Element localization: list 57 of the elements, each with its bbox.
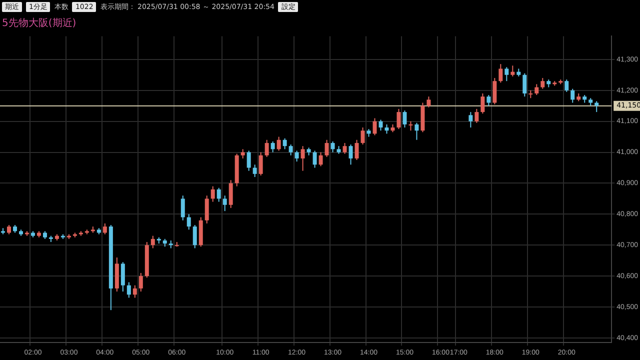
candlestick (414, 122, 419, 140)
candlestick (564, 79, 569, 92)
candlestick (594, 100, 599, 113)
candlestick (540, 77, 545, 90)
candlestick (402, 110, 407, 128)
candlestick (474, 108, 479, 124)
candlestick (186, 214, 191, 230)
candlestick (150, 235, 155, 249)
candlestick (330, 140, 335, 153)
candlestick (408, 120, 413, 132)
candlestick (324, 139, 329, 158)
candlestick (252, 164, 257, 178)
candlestick (534, 84, 539, 96)
candlestick (300, 146, 305, 172)
candlestick (498, 64, 503, 84)
candlestick (354, 139, 359, 160)
candlestick (132, 284, 137, 298)
candlestick (204, 195, 209, 224)
candlestick (396, 108, 401, 130)
candlestick (372, 118, 377, 136)
candlestick (312, 150, 317, 168)
candlestick (378, 119, 383, 132)
candlestick (570, 88, 575, 104)
candlestick (192, 224, 197, 249)
candlestick (282, 138, 287, 150)
candlestick (426, 96, 431, 108)
candlestick (258, 152, 263, 176)
candlestick (126, 282, 131, 298)
candlestick (270, 140, 275, 153)
candlestick (342, 142, 347, 154)
candlestick (288, 144, 293, 156)
candlestick (180, 195, 185, 221)
candlestick (6, 224, 11, 235)
candlestick (222, 195, 227, 212)
candlestick (102, 222, 107, 235)
candlestick (276, 136, 281, 152)
chart-title: 5先物大阪(期近) (2, 18, 76, 29)
candlestick (318, 152, 323, 167)
candlestick (384, 124, 389, 134)
candlestick (486, 94, 491, 106)
candlestick (216, 187, 221, 202)
candlestick (480, 92, 485, 114)
candlestick (492, 77, 497, 105)
candlestick (504, 66, 509, 82)
candlestick (228, 180, 233, 208)
candlestick (360, 127, 365, 146)
candlestick (210, 186, 215, 202)
candlestick (240, 148, 245, 159)
candlestick (468, 112, 473, 128)
candlestick (522, 72, 527, 98)
candlestick (264, 139, 269, 158)
candlestick (138, 272, 143, 292)
candlestick (348, 144, 353, 166)
candlestick (294, 150, 299, 162)
candlestick (246, 150, 251, 172)
candlestick (120, 262, 125, 292)
candlestick (510, 65, 515, 77)
